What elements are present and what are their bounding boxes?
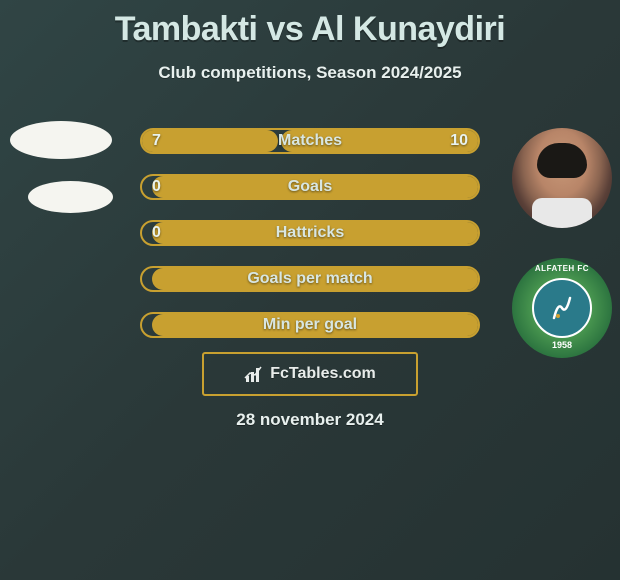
- page-title: Tambakti vs Al Kunaydiri: [0, 0, 620, 49]
- club-badge: ALFATEH FC 1958: [512, 258, 612, 358]
- stat-value-right: 10: [450, 128, 468, 154]
- stat-row: Goals per match: [140, 266, 480, 296]
- club-logo-icon: [544, 290, 580, 326]
- stat-row: Min per goal: [140, 312, 480, 342]
- stat-label: Min per goal: [140, 312, 480, 338]
- stat-value-left: 0: [152, 174, 161, 200]
- left-player-avatars: [8, 112, 113, 226]
- stat-row: Hattricks0: [140, 220, 480, 250]
- stat-row: Matches7 10: [140, 128, 480, 158]
- stat-value-left: 0: [152, 220, 161, 246]
- club-year: 1958: [552, 340, 572, 350]
- page-subtitle: Club competitions, Season 2024/2025: [0, 63, 620, 83]
- stat-label: Goals per match: [140, 266, 480, 292]
- player-avatar: [512, 128, 612, 228]
- brand-box: FcTables.com: [202, 352, 418, 396]
- avatar-placeholder: [8, 112, 113, 167]
- stat-value-left: 7: [152, 128, 161, 154]
- avatar-placeholder: [8, 169, 113, 224]
- comparison-bars: Matches710Goals0Hattricks0Goals per matc…: [140, 128, 480, 358]
- chart-icon: [244, 364, 264, 384]
- stat-row: Goals0: [140, 174, 480, 204]
- brand-label: FcTables.com: [270, 365, 376, 383]
- right-player-avatars: ALFATEH FC 1958: [512, 128, 612, 388]
- stat-label: Matches: [140, 128, 480, 154]
- stat-label: Goals: [140, 174, 480, 200]
- footer-date: 28 november 2024: [0, 410, 620, 430]
- club-name: ALFATEH FC: [535, 264, 589, 273]
- stat-label: Hattricks: [140, 220, 480, 246]
